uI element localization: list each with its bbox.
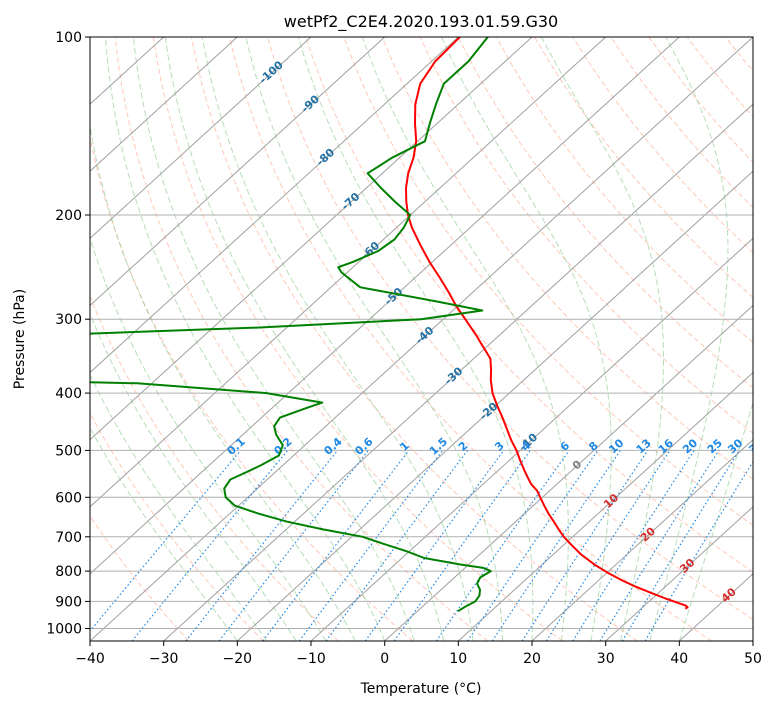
temperature-profile-line <box>405 37 689 610</box>
x-tick-label: 50 <box>744 651 762 667</box>
isotherm-line <box>605 506 753 641</box>
dry-adiabat-line <box>534 37 753 299</box>
plot-title: wetPf2_C2E4.2020.193.01.59.G30 <box>284 12 558 32</box>
y-tick-label: 200 <box>55 208 82 224</box>
y-tick-label: 300 <box>55 312 82 328</box>
dry-adiabat-line <box>343 37 753 526</box>
mixing-ratio-label: 36 <box>746 436 766 456</box>
dry-adiabat-line <box>305 37 753 573</box>
mixing-ratio-line <box>393 450 531 641</box>
x-tick-label: −20 <box>223 651 253 667</box>
dry-adiabat-line <box>495 37 753 344</box>
x-tick-label: 10 <box>449 651 467 667</box>
moist-adiabat-line <box>441 37 612 641</box>
moist-adiabat-line <box>164 37 445 641</box>
mixing-ratio-line <box>521 450 649 641</box>
mixing-ratio-line <box>599 450 720 641</box>
y-tick-label: 900 <box>55 594 82 610</box>
mixing-ratio-line <box>262 450 410 641</box>
dry-adiabat-line <box>152 37 563 641</box>
moist-adiabat-line <box>540 37 664 641</box>
mixing-ratio-line <box>325 450 468 641</box>
dry-adiabat-line <box>457 37 753 389</box>
isotherm-line <box>163 103 753 641</box>
mixing-ratio-lines <box>90 450 753 641</box>
moist-adiabat-line <box>105 37 386 641</box>
moist-adiabat-line <box>297 37 534 641</box>
y-tick-label: 1000 <box>46 622 82 638</box>
x-tick-label: 20 <box>523 651 541 667</box>
mixing-ratio-line <box>131 450 289 641</box>
isotherm-line <box>90 37 680 575</box>
isotherm-line <box>384 304 753 641</box>
dry-adiabat-line <box>419 37 753 434</box>
mixing-ratio-line <box>491 450 621 641</box>
mixing-ratio-line <box>621 450 740 641</box>
y-tick-label: 400 <box>55 386 82 402</box>
moist-adiabat-line <box>201 37 474 641</box>
dry-adiabat-line <box>114 37 488 641</box>
plot-frame <box>89 36 754 642</box>
y-tick-label: 700 <box>55 530 82 546</box>
y-axis-ticks: 100 200 300 400 500 600 700 800 900 1000 <box>46 30 90 638</box>
dewpoint-profile-line <box>90 37 492 613</box>
x-tick-label: 0 <box>380 651 389 667</box>
isotherm-line <box>90 37 386 307</box>
x-tick-label: 30 <box>597 651 615 667</box>
moist-adiabat-line <box>649 37 729 641</box>
y-tick-label: 800 <box>55 564 82 580</box>
mixing-ratio-line <box>435 450 570 641</box>
moist-adiabat-line <box>90 426 238 641</box>
dry-adiabat-line <box>381 37 753 480</box>
mixing-ratio-line <box>466 450 599 641</box>
moist-adiabat-line <box>90 373 268 641</box>
dry-adiabat-line <box>190 37 638 641</box>
mixing-ratio-line <box>572 450 695 641</box>
isotherm-line <box>90 37 238 172</box>
dry-adiabat-line <box>229 37 712 641</box>
mixing-ratio-line <box>185 450 339 641</box>
mixing-ratio-line <box>298 450 444 641</box>
dry-adiabat-line <box>267 37 753 621</box>
x-axis-title: Temperature (°C) <box>360 681 482 697</box>
y-tick-label: 100 <box>55 30 82 46</box>
y-axis-title: Pressure (hPa) <box>12 289 28 389</box>
isotherm-line <box>90 37 753 641</box>
moist-adiabat-line <box>245 37 503 641</box>
moist-adiabat-line <box>90 123 356 641</box>
isotherm-line <box>90 37 459 374</box>
y-tick-label: 600 <box>55 490 82 506</box>
moist-adiabat-line <box>90 312 297 641</box>
x-tick-label: −30 <box>149 651 179 667</box>
isotherm-line <box>90 37 607 508</box>
isotherm-line <box>90 37 533 441</box>
x-tick-label: −10 <box>296 651 326 667</box>
isotherm-line <box>236 170 753 641</box>
x-axis-ticks: −40 −30 −20 −10 0 10 20 30 40 50 <box>75 641 762 667</box>
isotherm-line <box>457 371 753 641</box>
sounding-profiles <box>90 37 689 613</box>
mixing-ratio-line <box>545 450 671 641</box>
dry-adiabat-line <box>90 412 264 641</box>
isotherm-line <box>531 438 753 641</box>
isotherm-line <box>90 37 312 240</box>
x-tick-label: 40 <box>670 651 688 667</box>
moist-adiabats <box>90 37 753 641</box>
moist-adiabat-line <box>361 37 569 641</box>
y-tick-label: 500 <box>55 443 82 459</box>
x-tick-label: −40 <box>75 651 105 667</box>
moist-adiabat-line <box>90 236 327 641</box>
moist-adiabat-line <box>678 401 753 641</box>
mixing-ratio-line <box>90 450 242 632</box>
skewed-isotherms <box>90 37 753 641</box>
mixing-ratio-line <box>364 450 505 641</box>
isotherm-line <box>310 237 753 641</box>
